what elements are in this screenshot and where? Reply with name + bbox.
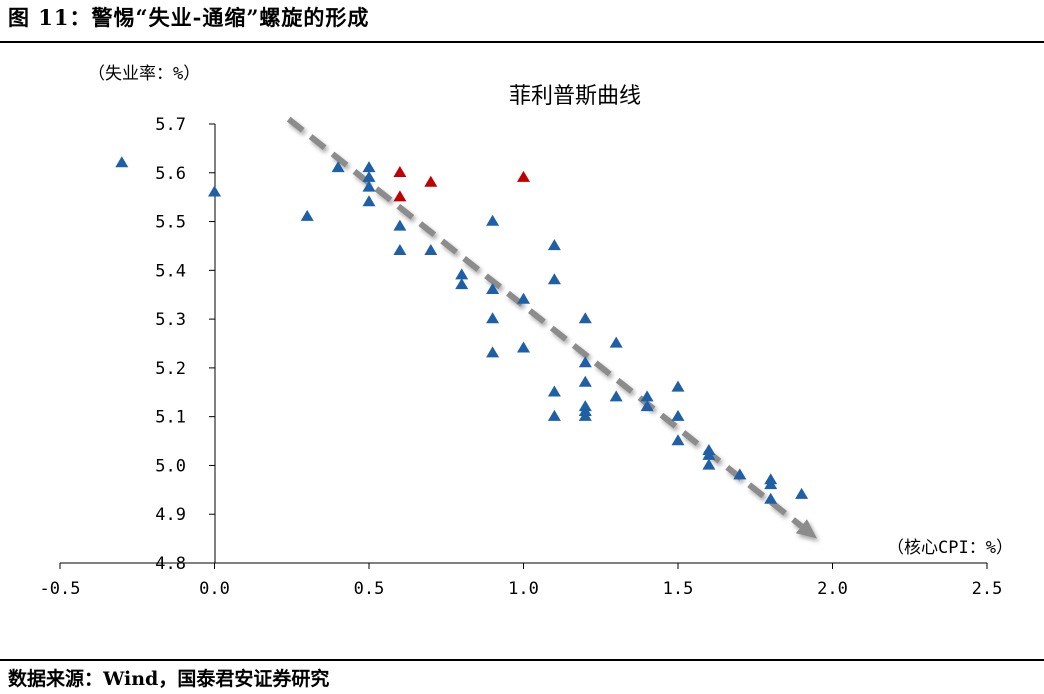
data-point-triangle bbox=[609, 336, 623, 348]
data-point-triangle bbox=[547, 385, 561, 397]
source-note: 数据来源：Wind，国泰君安证券研究 bbox=[8, 668, 330, 690]
data-point-triangle bbox=[578, 312, 592, 324]
y-tick-label: 5.4 bbox=[155, 261, 186, 281]
trend-arrow bbox=[286, 116, 818, 539]
data-point-triangle bbox=[578, 356, 592, 368]
data-point-triangle bbox=[517, 341, 530, 353]
data-points bbox=[115, 156, 809, 504]
data-point-triangle bbox=[640, 390, 654, 402]
y-tick-label: 5.2 bbox=[155, 359, 186, 379]
y-tick-label: 5.1 bbox=[155, 408, 186, 428]
data-point-triangle bbox=[486, 346, 500, 358]
data-point-triangle bbox=[517, 170, 530, 182]
data-point-triangle bbox=[300, 209, 314, 221]
data-point-triangle bbox=[393, 165, 407, 177]
data-point-triangle bbox=[362, 161, 376, 173]
y-tick-label: 5.7 bbox=[155, 115, 186, 135]
x-tick-label: 2.5 bbox=[972, 579, 1003, 599]
figure-title: 图 11：警惕“失业-通缩”螺旋的形成 bbox=[8, 5, 370, 30]
data-point-triangle bbox=[486, 214, 500, 226]
bottom-rule bbox=[0, 659, 1044, 661]
top-rule bbox=[0, 41, 1044, 43]
data-point-triangle bbox=[733, 468, 747, 480]
data-point-triangle bbox=[424, 244, 438, 256]
y-tick-label: 5.5 bbox=[155, 213, 186, 233]
data-point-triangle bbox=[362, 180, 376, 192]
data-point-triangle bbox=[115, 156, 129, 168]
data-point-triangle bbox=[208, 185, 221, 197]
trend-arrow-group bbox=[286, 116, 818, 539]
data-point-triangle bbox=[640, 400, 654, 412]
x-tick-label: 0.0 bbox=[199, 579, 230, 599]
data-point-triangle bbox=[486, 312, 500, 324]
data-point-triangle bbox=[393, 190, 407, 202]
data-point-triangle bbox=[547, 273, 561, 285]
data-point-triangle bbox=[486, 283, 500, 295]
data-point-triangle bbox=[455, 278, 469, 290]
data-point-triangle bbox=[609, 390, 623, 402]
x-axis-label: （核心CPI：%） bbox=[887, 538, 1013, 558]
chart-title: 菲利普斯曲线 bbox=[509, 84, 641, 109]
y-axis-label: （失业率：%） bbox=[88, 64, 200, 84]
x-tick-label: 2.0 bbox=[817, 579, 848, 599]
data-point-triangle bbox=[578, 409, 592, 421]
y-tick-label: 5.3 bbox=[155, 310, 186, 330]
x-tick-label: -0.5 bbox=[40, 579, 81, 599]
data-point-triangle bbox=[671, 380, 685, 392]
x-tick-label: 1.0 bbox=[508, 579, 539, 599]
axes: -0.5 0.0 0.5 1.0 1.5 2.0 2.5 4.8 4.9 5.0 5.1 5.2 5.3… bbox=[40, 115, 1003, 599]
data-point-triangle bbox=[795, 487, 809, 499]
data-point-triangle bbox=[702, 448, 716, 460]
data-point-triangle bbox=[578, 375, 592, 387]
data-point-triangle bbox=[547, 409, 561, 421]
data-point-triangle bbox=[331, 161, 345, 173]
data-point-triangle bbox=[671, 409, 685, 421]
trend-arrow-shaft bbox=[286, 116, 804, 529]
data-point-triangle bbox=[362, 195, 376, 207]
y-tick-label: 5.0 bbox=[155, 456, 186, 476]
trend-arrow-head bbox=[795, 519, 818, 539]
x-tick-label: 1.5 bbox=[663, 579, 694, 599]
data-point-triangle bbox=[764, 478, 778, 490]
data-point-triangle bbox=[393, 244, 407, 256]
data-point-triangle bbox=[702, 458, 716, 470]
y-tick-label: 4.9 bbox=[155, 505, 186, 525]
data-point-triangle bbox=[393, 219, 407, 231]
y-tick-label: 4.8 bbox=[155, 554, 186, 574]
phillips-curve-chart: （失业率：%） 菲利普斯曲线 （核心CPI：%） -0.5 0.0 0.5 1.0 1.… bbox=[40, 64, 1013, 599]
data-point-triangle bbox=[424, 175, 438, 187]
data-point-triangle bbox=[764, 492, 778, 504]
x-tick-label: 0.5 bbox=[354, 579, 385, 599]
data-point-triangle bbox=[547, 239, 561, 251]
data-point-triangle bbox=[455, 268, 469, 280]
y-tick-label: 5.6 bbox=[155, 164, 186, 184]
data-point-triangle bbox=[362, 170, 376, 182]
data-point-triangle bbox=[671, 434, 685, 446]
data-point-triangle bbox=[517, 292, 530, 304]
